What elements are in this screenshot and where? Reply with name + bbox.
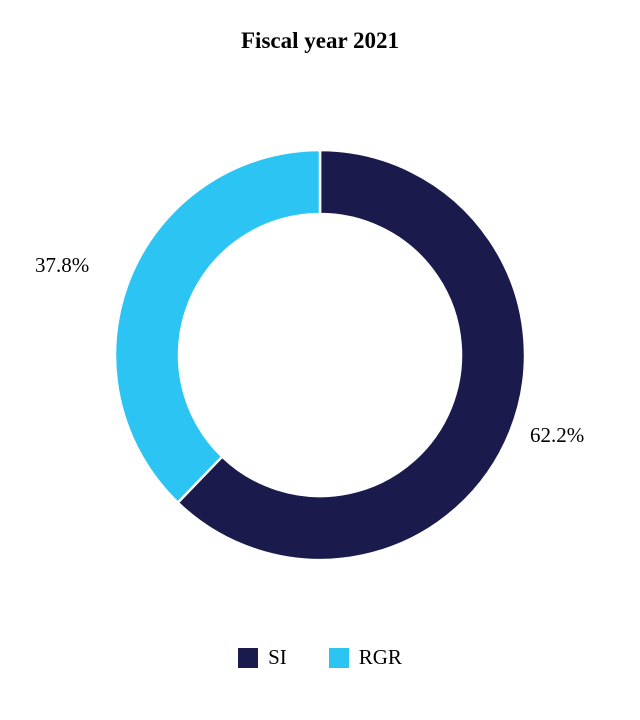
legend-swatch-rgr — [328, 647, 349, 668]
legend-item-rgr: RGR — [328, 645, 402, 670]
donut-segment-rgr — [113, 148, 322, 504]
legend-label-si: SI — [268, 645, 287, 669]
legend-item-si: SI — [238, 645, 287, 670]
data-label-rgr: 37.8% — [35, 253, 90, 277]
donut-segment-si — [176, 148, 527, 562]
legend-swatch-si — [238, 647, 259, 668]
data-label-si: 62.2% — [530, 423, 585, 447]
legend-label-rgr: RGR — [358, 645, 402, 669]
chart-legend: SI RGR — [0, 645, 640, 670]
chart-title: Fiscal year 2021 — [241, 28, 399, 53]
donut-chart — [113, 148, 527, 562]
